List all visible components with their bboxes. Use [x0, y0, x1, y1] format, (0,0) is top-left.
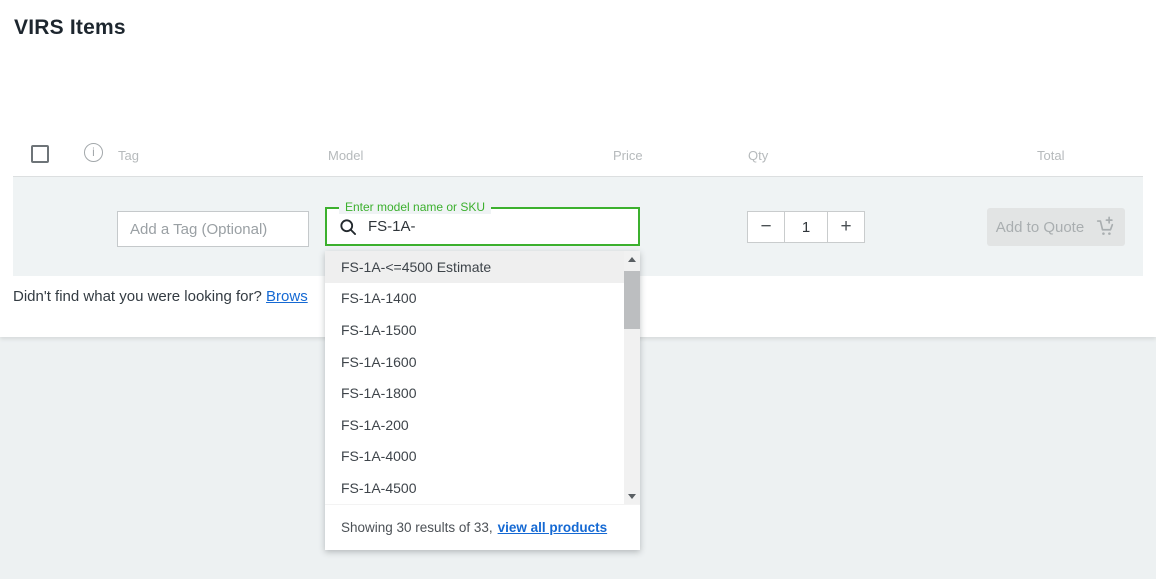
results-footer: Showing 30 results of 33, view all produc… [325, 504, 640, 550]
results-list: FS-1A-<=4500 Estimate FS-1A-1400 FS-1A-1… [325, 251, 640, 504]
quantity-decrease-button[interactable]: − [748, 212, 784, 242]
model-search-box: Enter model name or SKU [325, 200, 640, 246]
quantity-stepper: − 1 + [747, 211, 865, 243]
page-title: VIRS Items [14, 16, 126, 39]
add-to-cart-icon [1094, 216, 1116, 238]
quantity-increase-button[interactable]: + [828, 212, 864, 242]
view-all-products-link[interactable]: view all products [497, 520, 608, 535]
model-search-input[interactable] [368, 218, 608, 235]
quantity-value[interactable]: 1 [784, 212, 828, 242]
scroll-down-arrow-icon[interactable] [624, 488, 640, 504]
info-icon[interactable]: i [84, 143, 103, 162]
add-to-quote-button[interactable]: Add to Quote [987, 208, 1125, 246]
column-header-model: Model [328, 148, 364, 163]
tag-input[interactable] [117, 211, 309, 247]
result-item[interactable]: FS-1A-<=4500 Estimate [325, 251, 624, 283]
new-item-row: Enter model name or SKU − 1 + Add to Quo… [13, 176, 1143, 276]
column-header-price: Price [613, 148, 643, 163]
model-search-results-dropdown: FS-1A-<=4500 Estimate FS-1A-1400 FS-1A-1… [325, 251, 640, 550]
model-search-label: Enter model name or SKU [339, 200, 492, 214]
result-item[interactable]: FS-1A-1600 [341, 353, 417, 370]
add-to-quote-label: Add to Quote [995, 218, 1085, 236]
not-found-text: Didn't find what you were looking for? B… [13, 288, 308, 305]
result-item[interactable]: FS-1A-4500 [341, 479, 417, 496]
result-item[interactable]: FS-1A-1500 [341, 321, 417, 338]
column-header-total: Total [1037, 148, 1065, 163]
result-item[interactable]: FS-1A-200 [341, 416, 409, 433]
select-all-checkbox[interactable] [31, 145, 49, 163]
column-header-tag: Tag [118, 148, 139, 163]
result-item[interactable]: FS-1A-1400 [341, 290, 417, 307]
result-item[interactable]: FS-1A-1800 [341, 385, 417, 402]
dropdown-scrollbar[interactable] [624, 251, 640, 504]
browse-all-products-link[interactable]: Brows [266, 288, 308, 305]
search-icon [338, 217, 358, 237]
result-item[interactable]: FS-1A-4000 [341, 448, 417, 465]
scrollbar-thumb[interactable] [624, 271, 640, 329]
column-header-qty: Qty [748, 148, 769, 163]
results-count-text: Showing 30 results of 33, [341, 520, 493, 535]
scroll-up-arrow-icon[interactable] [624, 251, 640, 267]
